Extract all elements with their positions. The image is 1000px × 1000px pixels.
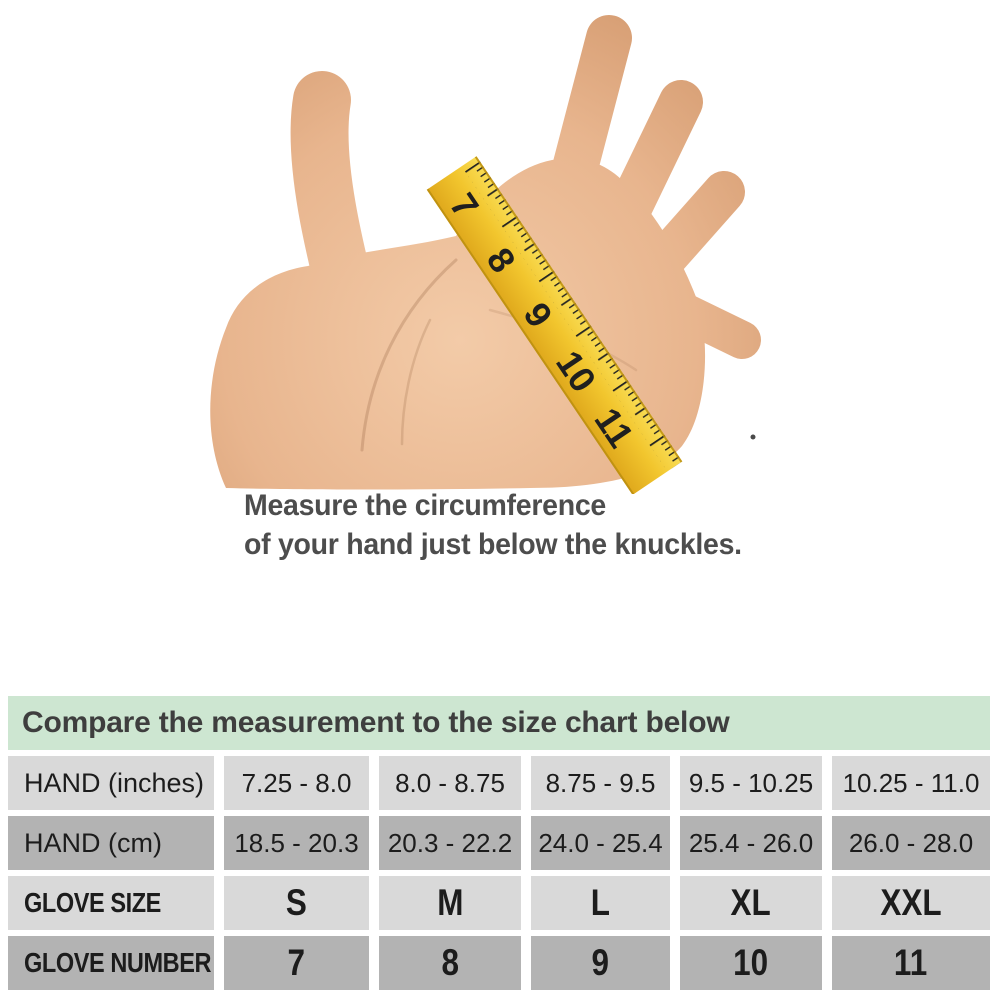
cell-text: 18.5 - 20.3 — [234, 827, 359, 858]
cell-text: HAND (inches) — [24, 767, 205, 798]
row-hand-inches-value: 10.25 - 11.0 — [832, 756, 990, 810]
row-hand-cm-value: 18.5 - 20.3 — [224, 816, 369, 870]
hand-photo: 7 8 9 10 11 — [210, 15, 761, 494]
cell-text: XXL — [880, 882, 942, 923]
cell-text: S — [286, 882, 307, 923]
cell-text: GLOVE SIZE — [24, 887, 161, 918]
row-glove-size-value: S — [224, 876, 369, 930]
cell-text: 10.25 - 11.0 — [842, 767, 980, 798]
cell-text: 7 — [287, 942, 306, 983]
pinky-finger — [653, 287, 761, 359]
row-glove-number-value: 8 — [379, 936, 521, 990]
row-glove-size-value: XL — [680, 876, 822, 930]
cell-text: HAND (cm) — [24, 827, 162, 858]
row-glove-number-value: 9 — [531, 936, 670, 990]
row-glove-size-label: GLOVE SIZE — [8, 876, 214, 930]
row-hand-inches-label: HAND (inches) — [8, 756, 214, 810]
cell-text: 25.4 - 26.0 — [688, 827, 814, 858]
row-hand-cm-value: 20.3 - 22.2 — [379, 816, 521, 870]
cell-text: 9 — [591, 942, 610, 983]
row-glove-number-value: 11 — [832, 936, 990, 990]
cell-text: 9.5 - 10.25 — [688, 767, 814, 798]
cell-text: 8 — [441, 942, 459, 983]
row-glove-size-value: L — [531, 876, 670, 930]
measuring-tape: 7 8 9 10 11 — [426, 156, 683, 494]
cell-text: 20.3 - 22.2 — [387, 827, 513, 858]
cell-text: M — [436, 882, 464, 923]
row-hand-cm-value: 24.0 - 25.4 — [531, 816, 670, 870]
caption-line2: of your hand just below the knuckles. — [244, 528, 742, 561]
cell-text: 11 — [894, 942, 928, 983]
cell-text: GLOVE NUMBER — [24, 947, 212, 978]
cell-text: 24.0 - 25.4 — [538, 827, 663, 858]
row-hand-inches-value: 8.0 - 8.75 — [379, 756, 521, 810]
index-finger — [545, 15, 632, 218]
row-hand-inches-value: 8.75 - 9.5 — [531, 756, 670, 810]
row-hand-cm-label: HAND (cm) — [8, 816, 214, 870]
row-hand-cm-value: 26.0 - 28.0 — [832, 816, 990, 870]
row-glove-size-value: XXL — [832, 876, 990, 930]
cell-text: 8.75 - 9.5 — [545, 767, 656, 798]
row-glove-size-value: M — [379, 876, 521, 930]
size-chart-title: Compare the measurement to the size char… — [8, 696, 990, 750]
size-chart-table: HAND (inches) 7.25 - 8.0 8.0 - 8.75 8.75… — [8, 756, 990, 990]
row-hand-inches-value: 9.5 - 10.25 — [680, 756, 822, 810]
ring-finger — [641, 171, 745, 283]
row-glove-number-value: 10 — [680, 936, 822, 990]
stray-dot — [750, 434, 756, 440]
cell-text: 26.0 - 28.0 — [848, 827, 974, 858]
cell-text: 10 — [733, 942, 769, 983]
cell-text: 7.25 - 8.0 — [241, 767, 352, 798]
cell-text: 8.0 - 8.75 — [395, 767, 505, 798]
row-hand-cm-value: 25.4 - 26.0 — [680, 816, 822, 870]
hand-shape — [210, 15, 761, 490]
middle-finger — [602, 80, 703, 242]
row-glove-number-label: GLOVE NUMBER — [8, 936, 214, 990]
caption: Measure the circumference of your hand j… — [244, 486, 742, 564]
cell-text: L — [590, 882, 611, 923]
caption-line1: Measure the circumference — [244, 489, 606, 522]
row-glove-number-value: 7 — [224, 936, 369, 990]
row-hand-inches-value: 7.25 - 8.0 — [224, 756, 369, 810]
thumb — [290, 71, 385, 361]
cell-text: XL — [730, 882, 772, 923]
